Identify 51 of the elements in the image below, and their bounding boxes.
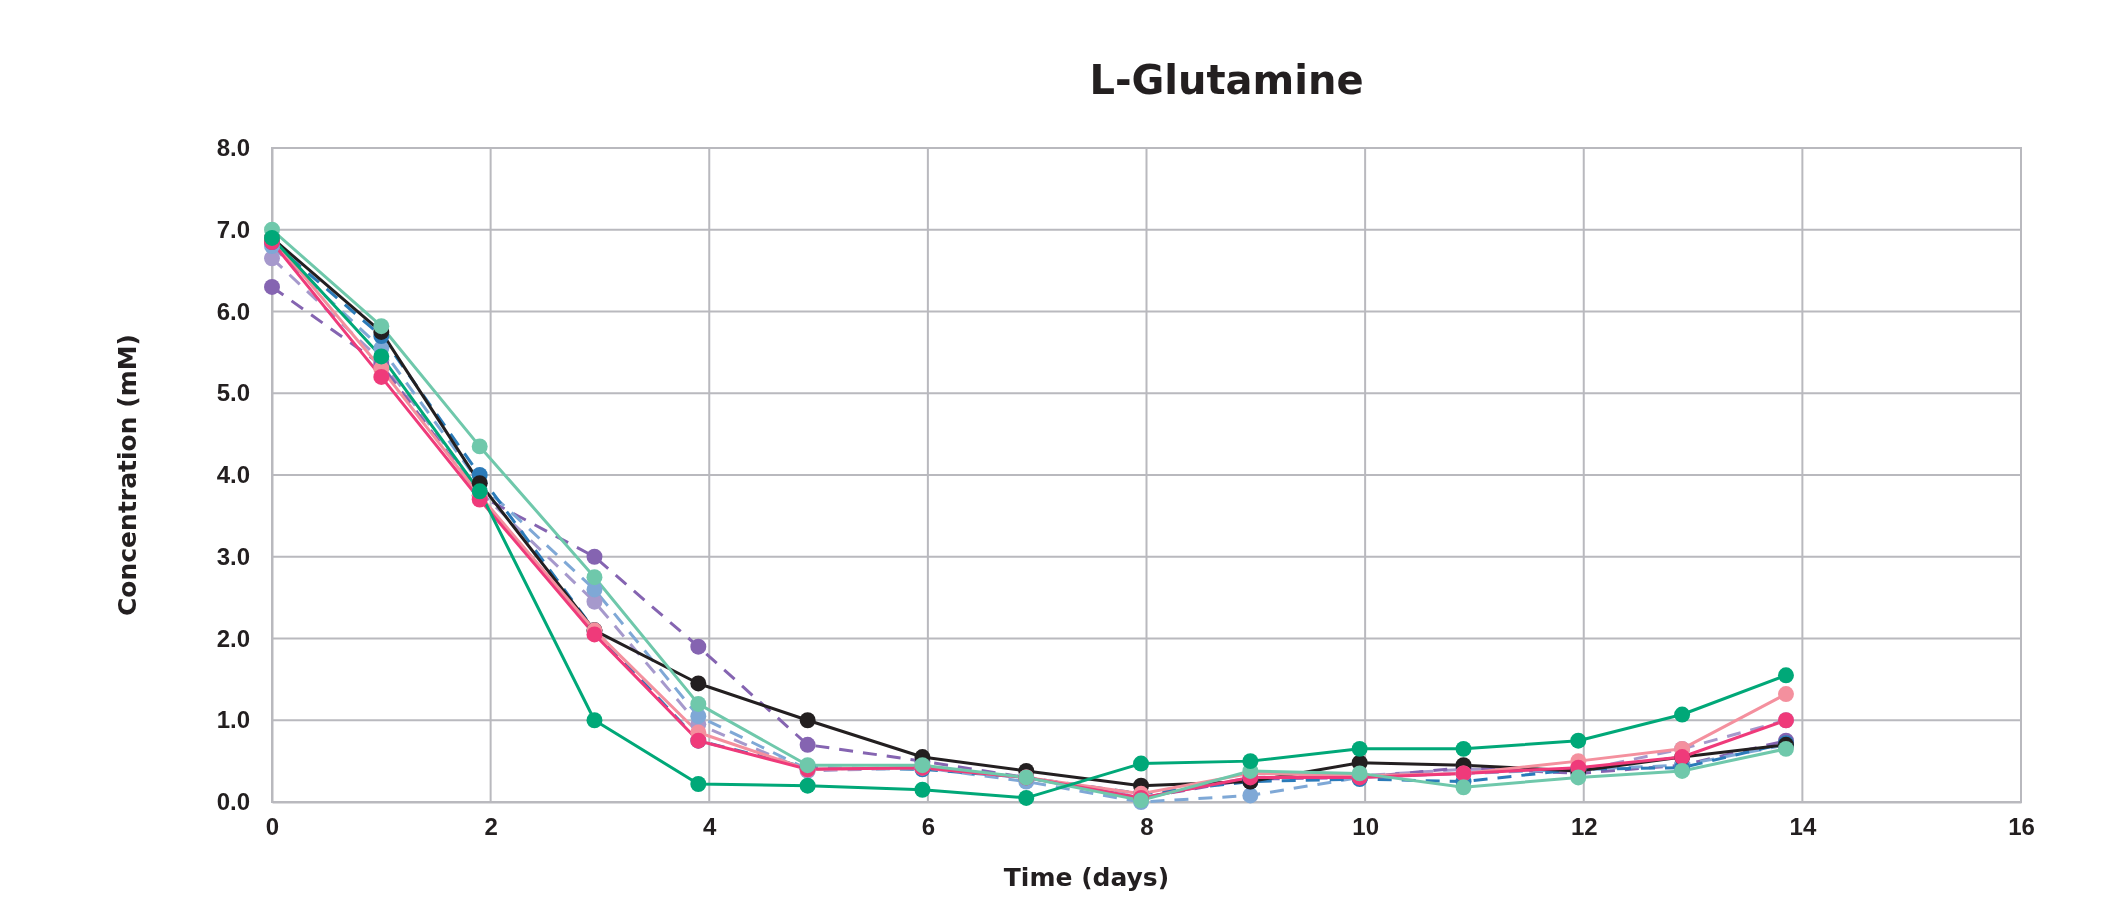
x-axis-title: Time (days) [1003,863,1170,892]
y-tick-label: 0.0 [216,788,250,816]
y-axis-title: Concentration (mM) [113,333,142,617]
point [690,695,707,712]
y-tick-label: 1.0 [216,706,250,734]
point [690,675,707,692]
x-tick-label: 14 [1789,813,1817,841]
point [1674,706,1691,723]
x-tick-label: 2 [484,813,498,841]
y-tick-label: 4.0 [216,461,250,489]
point [471,438,488,455]
point [1778,667,1794,684]
x-tick-label: 0 [265,813,280,841]
chart-title: L-Glutamine [1089,57,1364,103]
point [1455,779,1472,796]
point [1018,789,1035,806]
y-tick-label: 2.0 [216,624,250,652]
point [1242,787,1259,804]
point [373,318,390,335]
point [373,368,390,385]
point [1570,769,1587,786]
point [1242,753,1259,770]
point [1778,686,1794,703]
point [799,777,816,794]
point [1570,732,1587,749]
x-tick-label: 4 [703,813,718,841]
point [690,638,707,655]
point [914,781,931,798]
point [1455,740,1472,757]
x-tick-label: 16 [2008,813,2035,841]
point [586,569,603,586]
point [264,279,280,295]
point [799,712,816,729]
point [1778,740,1794,757]
point [799,736,816,753]
point [1133,755,1150,772]
x-tick-label: 10 [1352,813,1379,841]
point [373,348,390,365]
y-tick-label: 5.0 [216,379,250,407]
x-tick-label: 12 [1570,813,1598,841]
point [586,548,603,565]
x-tick-label: 8 [1140,813,1154,841]
y-tick-label: 3.0 [216,542,250,570]
x-tick-label: 6 [921,813,936,841]
point [1351,740,1368,757]
point [586,712,603,729]
y-tick-label: 8.0 [216,134,250,162]
y-tick-label: 7.0 [216,215,250,243]
y-tick-label: 6.0 [216,297,250,325]
point [586,626,603,643]
point [690,776,707,792]
